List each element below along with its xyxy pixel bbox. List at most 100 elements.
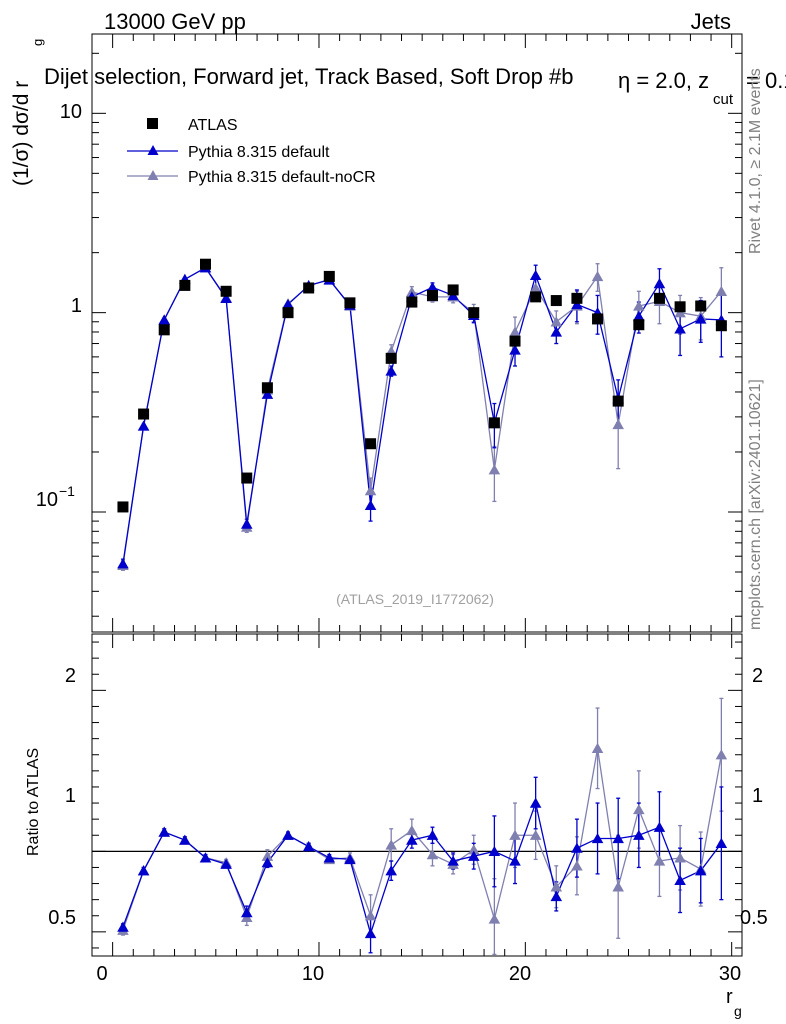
main-atlas-marker: [365, 438, 377, 450]
legend-marker-nocr: [147, 170, 159, 180]
ratio-nocr-line: [122, 748, 723, 931]
ratio-nocr-marker: [612, 881, 624, 892]
ratio-ytick-label-1: 1: [65, 785, 76, 807]
legend-marker-atlas: [147, 118, 158, 129]
ratio-nocr-marker: [426, 849, 439, 860]
main-atlas-marker: [406, 296, 418, 308]
main-default-marker: [694, 313, 707, 324]
ratio-ytick-label-0.5: 0.5: [48, 907, 76, 929]
ratio-default-marker: [633, 829, 645, 840]
side-text-rivet: Rivet 4.1.0, ≥ 2.1M events: [747, 68, 764, 254]
ratio-default-marker: [323, 852, 336, 863]
ratio-default-marker: [137, 865, 150, 876]
main-nocr-marker: [612, 418, 624, 430]
main-atlas-marker: [199, 258, 211, 270]
ratio-default-marker: [715, 837, 728, 848]
ratio-nocr-marker: [467, 844, 480, 855]
xtick-label-30: 30: [719, 963, 741, 985]
ratio-default-marker: [488, 845, 501, 857]
main-nocr-marker: [509, 326, 521, 337]
main-atlas-marker: [117, 501, 129, 513]
main-default-marker: [674, 323, 686, 334]
main-atlas-marker: [385, 352, 397, 364]
ratio-default-marker: [385, 865, 397, 876]
x-axis-label-sub: g: [734, 1003, 742, 1019]
header-right: Jets: [691, 9, 731, 34]
ratio-nocr-marker: [591, 742, 604, 753]
legend-marker-default: [147, 145, 159, 155]
main-atlas-marker: [695, 300, 707, 312]
ratio-nocr-marker: [364, 910, 377, 921]
xtick-label-20: 20: [509, 963, 531, 985]
main-nocr-line: [122, 266, 722, 566]
plot-title: Dijet selection, Forward jet, Track Base…: [44, 64, 573, 89]
ratio-default-marker: [220, 858, 232, 869]
main-default-marker: [364, 499, 377, 511]
main-default-marker: [220, 292, 232, 304]
main-default-marker: [509, 344, 521, 355]
ratio-default-marker: [591, 832, 604, 844]
ratio-default-marker: [117, 921, 129, 932]
main-atlas-marker: [612, 395, 624, 407]
main-default-marker: [240, 518, 253, 529]
plot-title-eta: η = 2.0, z: [618, 68, 709, 93]
ratio-default-line: [122, 800, 722, 936]
ratio-default-marker: [612, 832, 624, 844]
main-default-marker: [653, 278, 666, 289]
main-ytick-label-10: 10: [60, 101, 82, 123]
ratio-default-marker: [674, 874, 686, 886]
main-default-marker: [385, 365, 397, 376]
main-nocr-marker: [591, 270, 604, 282]
main-atlas-marker: [509, 335, 521, 347]
main-nocr-marker: [529, 282, 542, 293]
main-nocr-marker: [550, 316, 563, 327]
ratio-nocr-marker: [674, 852, 686, 863]
ratio-default-marker: [694, 865, 707, 876]
ratio-nocr-marker: [406, 824, 418, 836]
main-default-line: [122, 266, 722, 564]
main-atlas-marker: [282, 307, 294, 319]
main-atlas-marker: [138, 408, 150, 420]
ratio-ytick-label-right-1: 1: [752, 785, 763, 807]
ratio-default-marker: [447, 855, 459, 866]
main-atlas-marker: [303, 282, 315, 294]
x-axis-label: r: [726, 986, 733, 1008]
main-atlas-marker: [158, 324, 170, 336]
ratio-nocr-marker: [385, 839, 397, 850]
ratio-default-marker: [653, 821, 666, 832]
ratio-default-marker: [571, 842, 583, 853]
main-nocr-marker: [715, 285, 728, 296]
main-atlas-marker: [571, 292, 583, 304]
main-default-marker: [282, 298, 294, 310]
main-atlas-marker: [447, 284, 459, 296]
ratio-nocr-marker: [633, 803, 645, 815]
ratio-ytick-label-2: 2: [65, 665, 76, 687]
xtick-label-10: 10: [302, 963, 324, 985]
main-atlas-marker: [530, 291, 542, 303]
data-markers: [117, 258, 728, 939]
ratio-nocr-marker: [571, 860, 583, 871]
ratio-plot-frame: [91, 633, 743, 957]
ratio-default-marker: [344, 853, 356, 865]
main-default-marker: [158, 314, 170, 325]
main-plot-frame: [91, 33, 743, 633]
ratio-nocr-marker: [509, 829, 521, 840]
ratio-default-marker: [529, 797, 542, 808]
legend-label-nocr: Pythia 8.315 default-noCR: [188, 169, 376, 186]
legend: ATLAS Pythia 8.315 default Pythia 8.315 …: [127, 117, 376, 186]
main-atlas-marker: [653, 292, 665, 304]
ratio-ytick-label-right-2: 2: [752, 665, 763, 687]
main-atlas-marker: [592, 313, 604, 325]
ratio-default-marker: [550, 890, 563, 902]
main-atlas-marker: [674, 301, 686, 313]
legend-label-atlas: ATLAS: [188, 117, 238, 134]
ratio-y-axis-label: Ratio to ATLAS: [25, 748, 42, 856]
ratio-nocr-marker: [261, 850, 274, 861]
main-nocr-marker: [633, 300, 645, 311]
main-default-marker: [529, 269, 542, 280]
main-default-marker: [426, 281, 439, 292]
main-ytick-label-1: 1: [71, 295, 82, 317]
axis-ticks: [92, 34, 742, 956]
ratio-ytick-label-right-0.5: 0.5: [740, 907, 768, 929]
main-ytick-label-0.1-exp: −1: [59, 483, 75, 499]
